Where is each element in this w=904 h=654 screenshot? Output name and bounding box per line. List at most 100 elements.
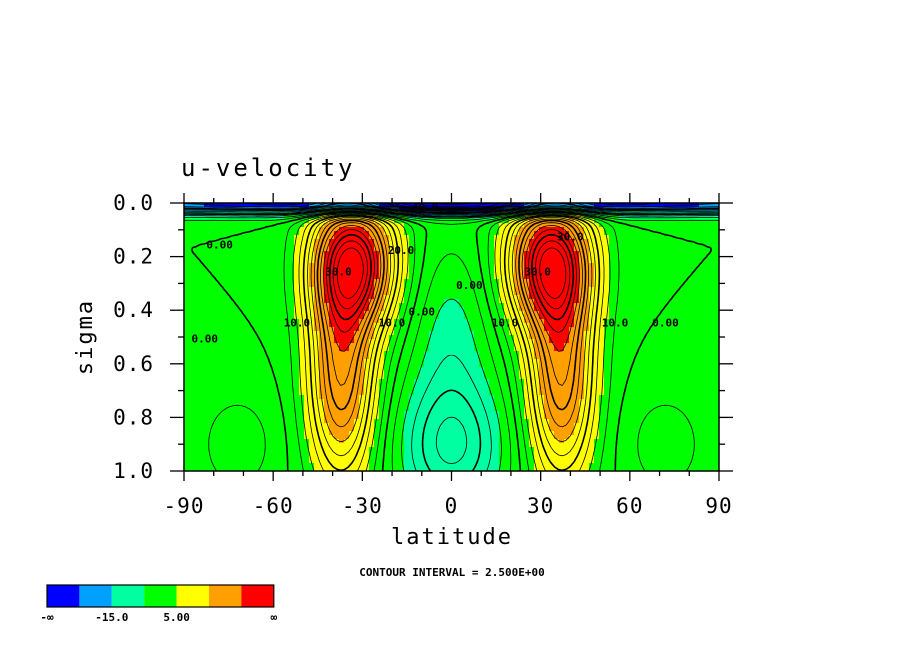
- field-cell: [529, 247, 535, 252]
- field-cell: [254, 347, 260, 352]
- field-cell: [359, 395, 365, 400]
- field-cell: [204, 459, 210, 464]
- field-cell: [249, 395, 255, 400]
- field-cell: [439, 327, 445, 332]
- field-cell: [359, 239, 365, 244]
- field-cell: [394, 423, 400, 428]
- field-cell: [479, 347, 485, 352]
- field-cell: [529, 283, 535, 288]
- field-cell: [419, 391, 425, 396]
- field-cell: [344, 399, 350, 404]
- field-cell: [464, 247, 470, 252]
- field-cell: [354, 215, 360, 220]
- field-cell: [549, 383, 555, 388]
- field-cell: [379, 359, 385, 364]
- field-cell: [264, 247, 270, 252]
- field-cell: [484, 459, 490, 464]
- field-cell: [274, 263, 280, 268]
- field-cell: [449, 355, 455, 360]
- field-cell: [334, 463, 340, 468]
- field-cell: [369, 395, 375, 400]
- field-cell: [484, 263, 490, 268]
- field-cell: [519, 463, 525, 468]
- field-cell: [254, 455, 260, 460]
- field-cell: [309, 215, 315, 220]
- field-cell: [224, 359, 230, 364]
- field-cell: [199, 347, 205, 352]
- field-cell: [264, 399, 270, 404]
- field-cell: [294, 331, 300, 336]
- field-cell: [214, 399, 220, 404]
- field-cell: [259, 271, 265, 276]
- field-cell: [229, 299, 235, 304]
- field-cell: [514, 439, 520, 444]
- field-cell: [339, 279, 345, 284]
- field-cell: [399, 323, 405, 328]
- field-cell: [229, 383, 235, 388]
- field-cell: [439, 455, 445, 460]
- field-cell: [274, 367, 280, 372]
- field-cell: [429, 235, 435, 240]
- field-cell: [309, 251, 315, 256]
- field-cell: [464, 407, 470, 412]
- field-cell: [434, 355, 440, 360]
- field-cell: [364, 311, 370, 316]
- field-cell: [404, 435, 410, 440]
- field-cell: [519, 439, 525, 444]
- field-cell: [439, 359, 445, 364]
- field-cell: [394, 287, 400, 292]
- field-cell: [449, 251, 455, 256]
- field-cell: [449, 331, 455, 336]
- field-cell: [324, 251, 330, 256]
- field-cell: [294, 203, 300, 208]
- field-cell: [504, 375, 510, 380]
- field-cell: [539, 335, 545, 340]
- field-cell: [264, 423, 270, 428]
- field-cell: [224, 459, 230, 464]
- field-cell: [474, 311, 480, 316]
- field-cell: [189, 267, 195, 272]
- field-cell: [294, 375, 300, 380]
- field-cell: [389, 427, 395, 432]
- field-cell: [419, 295, 425, 300]
- field-cell: [549, 247, 555, 252]
- field-cell: [479, 411, 485, 416]
- field-cell: [394, 227, 400, 232]
- field-cell: [309, 203, 315, 208]
- field-cell: [279, 351, 285, 356]
- field-cell: [464, 363, 470, 368]
- field-cell: [509, 295, 515, 300]
- field-cell: [209, 347, 215, 352]
- field-cell: [224, 467, 230, 471]
- field-cell: [384, 239, 390, 244]
- field-cell: [269, 303, 275, 308]
- field-cell: [484, 431, 490, 436]
- field-cell: [389, 367, 395, 372]
- field-cell: [339, 355, 345, 360]
- field-cell: [194, 399, 200, 404]
- field-cell: [324, 447, 330, 452]
- field-cell: [209, 399, 215, 404]
- field-cell: [389, 423, 395, 428]
- field-cell: [369, 391, 375, 396]
- field-cell: [429, 371, 435, 376]
- field-cell: [439, 331, 445, 336]
- field-cell: [249, 383, 255, 388]
- field-cell: [379, 427, 385, 432]
- field-cell: [339, 255, 345, 260]
- field-cell: [329, 443, 335, 448]
- field-cell: [204, 251, 210, 256]
- field-cell: [259, 263, 265, 268]
- field-cell: [359, 387, 365, 392]
- field-cell: [254, 259, 260, 264]
- field-cell: [464, 271, 470, 276]
- field-cell: [289, 259, 295, 264]
- field-cell: [334, 335, 340, 340]
- field-cell: [369, 219, 375, 224]
- field-cell: [494, 419, 500, 424]
- field-cell: [334, 435, 340, 440]
- field-cell: [544, 263, 550, 268]
- field-cell: [489, 371, 495, 376]
- field-cell: [264, 215, 270, 220]
- field-cell: [384, 219, 390, 224]
